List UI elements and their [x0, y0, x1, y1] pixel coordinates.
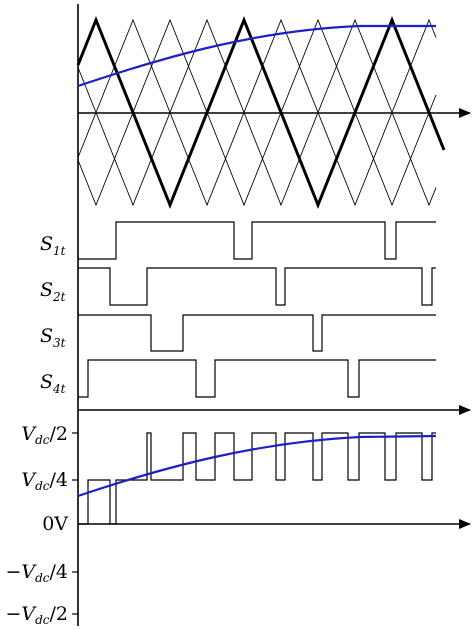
carrier-wave-4	[77, 18, 437, 207]
label-zero: 0V	[42, 513, 68, 535]
signal-s3-label: S3t	[40, 325, 66, 350]
signal-s1-wave	[78, 221, 436, 260]
label-pos-half: Vdc/2	[21, 423, 68, 447]
reference-wave-bottom	[77, 434, 437, 498]
carrier-wave-2	[77, 18, 437, 207]
signal-s4-label: S4t	[40, 371, 66, 396]
label-pos-quarter: Vdc/4	[21, 469, 68, 493]
output-voltage-section: Vdc/2 Vdc/4 0V −Vdc/4 −Vdc/2	[5, 423, 471, 627]
signal-s3-wave	[78, 314, 436, 352]
signal-s2-label: S2t	[40, 279, 66, 304]
carrier-highlighted	[76, 15, 446, 210]
output-voltage-wave	[78, 432, 436, 525]
signal-s1-label: S1t	[40, 233, 66, 258]
carrier-wave-3	[77, 18, 437, 207]
carrier-section	[76, 15, 471, 210]
signal-s2-wave	[78, 267, 436, 306]
label-neg-half: −Vdc/2	[5, 603, 68, 627]
signal-s4-wave	[78, 359, 436, 398]
switching-section: S1t S2t S3t S4t	[40, 221, 471, 415]
label-neg-quarter: −Vdc/4	[5, 561, 68, 585]
reference-wave-top	[77, 24, 436, 88]
